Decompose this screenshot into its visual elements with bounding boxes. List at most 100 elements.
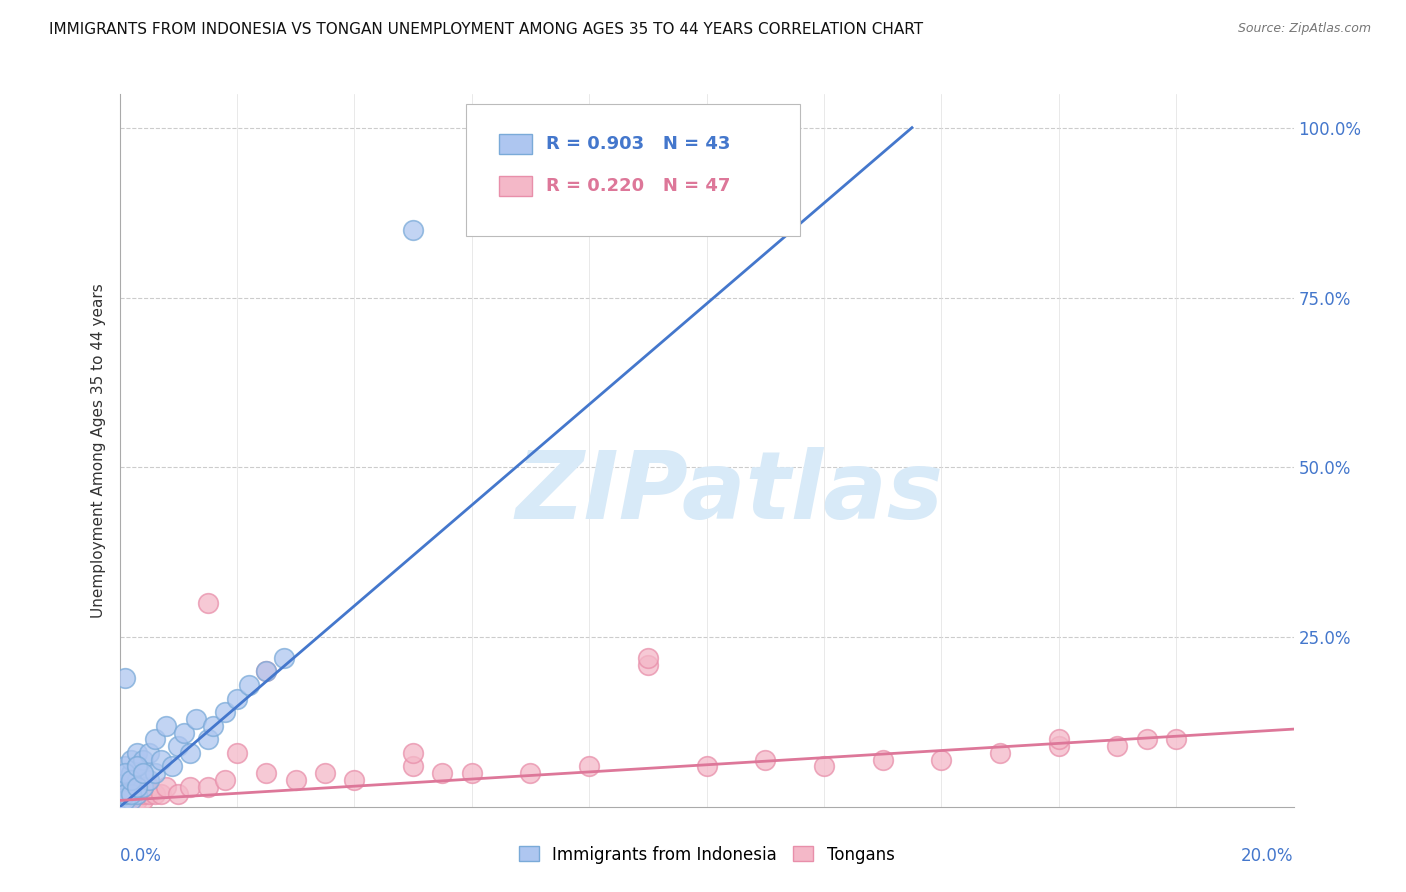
Point (1136, 732, 1159, 747)
Point (138, 773, 160, 788)
Point (184, 712, 207, 726)
Legend: Immigrants from Indonesia, Tongans: Immigrants from Indonesia, Tongans (512, 839, 901, 871)
Text: 20.0%: 20.0% (1241, 847, 1294, 864)
Point (1047, 739, 1070, 753)
Point (931, 753, 953, 767)
Point (127, 759, 149, 773)
Point (155, 780, 177, 794)
Point (138, 780, 160, 794)
Point (155, 719, 177, 733)
Point (578, 759, 600, 773)
Point (1047, 732, 1070, 747)
Point (167, 787, 190, 801)
FancyBboxPatch shape (499, 177, 531, 196)
Point (132, 780, 155, 794)
Point (179, 780, 201, 794)
Point (132, 766, 155, 780)
Point (1164, 732, 1187, 747)
Y-axis label: Unemployment Among Ages 35 to 44 years: Unemployment Among Ages 35 to 44 years (91, 283, 107, 618)
Point (637, 650, 659, 665)
Point (402, 746, 425, 760)
Point (402, 759, 425, 773)
Point (114, 787, 136, 801)
Point (238, 678, 260, 692)
Point (114, 787, 136, 801)
Point (120, 787, 142, 801)
Point (813, 759, 835, 773)
Point (314, 766, 336, 780)
Point (111, 793, 134, 807)
Point (132, 787, 155, 801)
Point (143, 732, 166, 747)
Point (114, 766, 136, 780)
Point (197, 780, 219, 794)
FancyBboxPatch shape (465, 104, 800, 236)
Point (127, 787, 149, 801)
Point (138, 787, 160, 801)
Point (202, 719, 225, 733)
Point (120, 793, 142, 807)
Text: R = 0.220   N = 47: R = 0.220 N = 47 (546, 178, 730, 195)
Point (120, 787, 142, 801)
Point (127, 787, 149, 801)
Point (432, 766, 454, 780)
Point (120, 766, 142, 780)
Point (167, 739, 190, 753)
Point (143, 766, 166, 780)
Point (127, 793, 149, 807)
Point (254, 665, 277, 679)
Point (872, 753, 894, 767)
Point (120, 780, 142, 794)
Text: IMMIGRANTS FROM INDONESIA VS TONGAN UNEMPLOYMENT AMONG AGES 35 TO 44 YEARS CORRE: IMMIGRANTS FROM INDONESIA VS TONGAN UNEM… (49, 22, 924, 37)
Point (127, 759, 149, 773)
Point (754, 753, 776, 767)
Point (214, 773, 236, 788)
Point (343, 773, 366, 788)
Point (120, 773, 142, 788)
Point (988, 746, 1011, 760)
Point (127, 780, 149, 794)
Point (149, 787, 172, 801)
Point (114, 671, 136, 685)
Point (696, 759, 718, 773)
Point (138, 746, 160, 760)
Point (132, 780, 155, 794)
Point (114, 793, 136, 807)
Text: Source: ZipAtlas.com: Source: ZipAtlas.com (1237, 22, 1371, 36)
Point (1107, 739, 1129, 753)
Point (143, 787, 166, 801)
Point (149, 753, 172, 767)
Point (127, 780, 149, 794)
Point (114, 780, 136, 794)
Point (225, 691, 249, 706)
Point (132, 793, 155, 807)
Point (254, 766, 277, 780)
Point (111, 793, 134, 807)
Point (519, 766, 541, 780)
Point (114, 773, 136, 788)
Point (402, 222, 425, 236)
FancyBboxPatch shape (499, 134, 531, 153)
Point (127, 787, 149, 801)
Point (179, 746, 201, 760)
Point (127, 773, 149, 788)
Point (114, 759, 136, 773)
Point (637, 657, 659, 672)
Point (284, 773, 307, 788)
Point (173, 725, 195, 739)
Point (114, 793, 136, 807)
Point (214, 705, 236, 719)
Point (114, 787, 136, 801)
Point (197, 732, 219, 747)
Text: R = 0.903   N = 43: R = 0.903 N = 43 (546, 135, 730, 153)
Point (273, 650, 295, 665)
Text: 0.0%: 0.0% (120, 847, 162, 864)
Point (162, 759, 184, 773)
Point (127, 746, 149, 760)
Point (197, 596, 219, 610)
Text: ZIPatlas: ZIPatlas (516, 447, 943, 540)
Point (460, 766, 484, 780)
Point (120, 753, 142, 767)
Point (132, 753, 155, 767)
Point (120, 780, 142, 794)
